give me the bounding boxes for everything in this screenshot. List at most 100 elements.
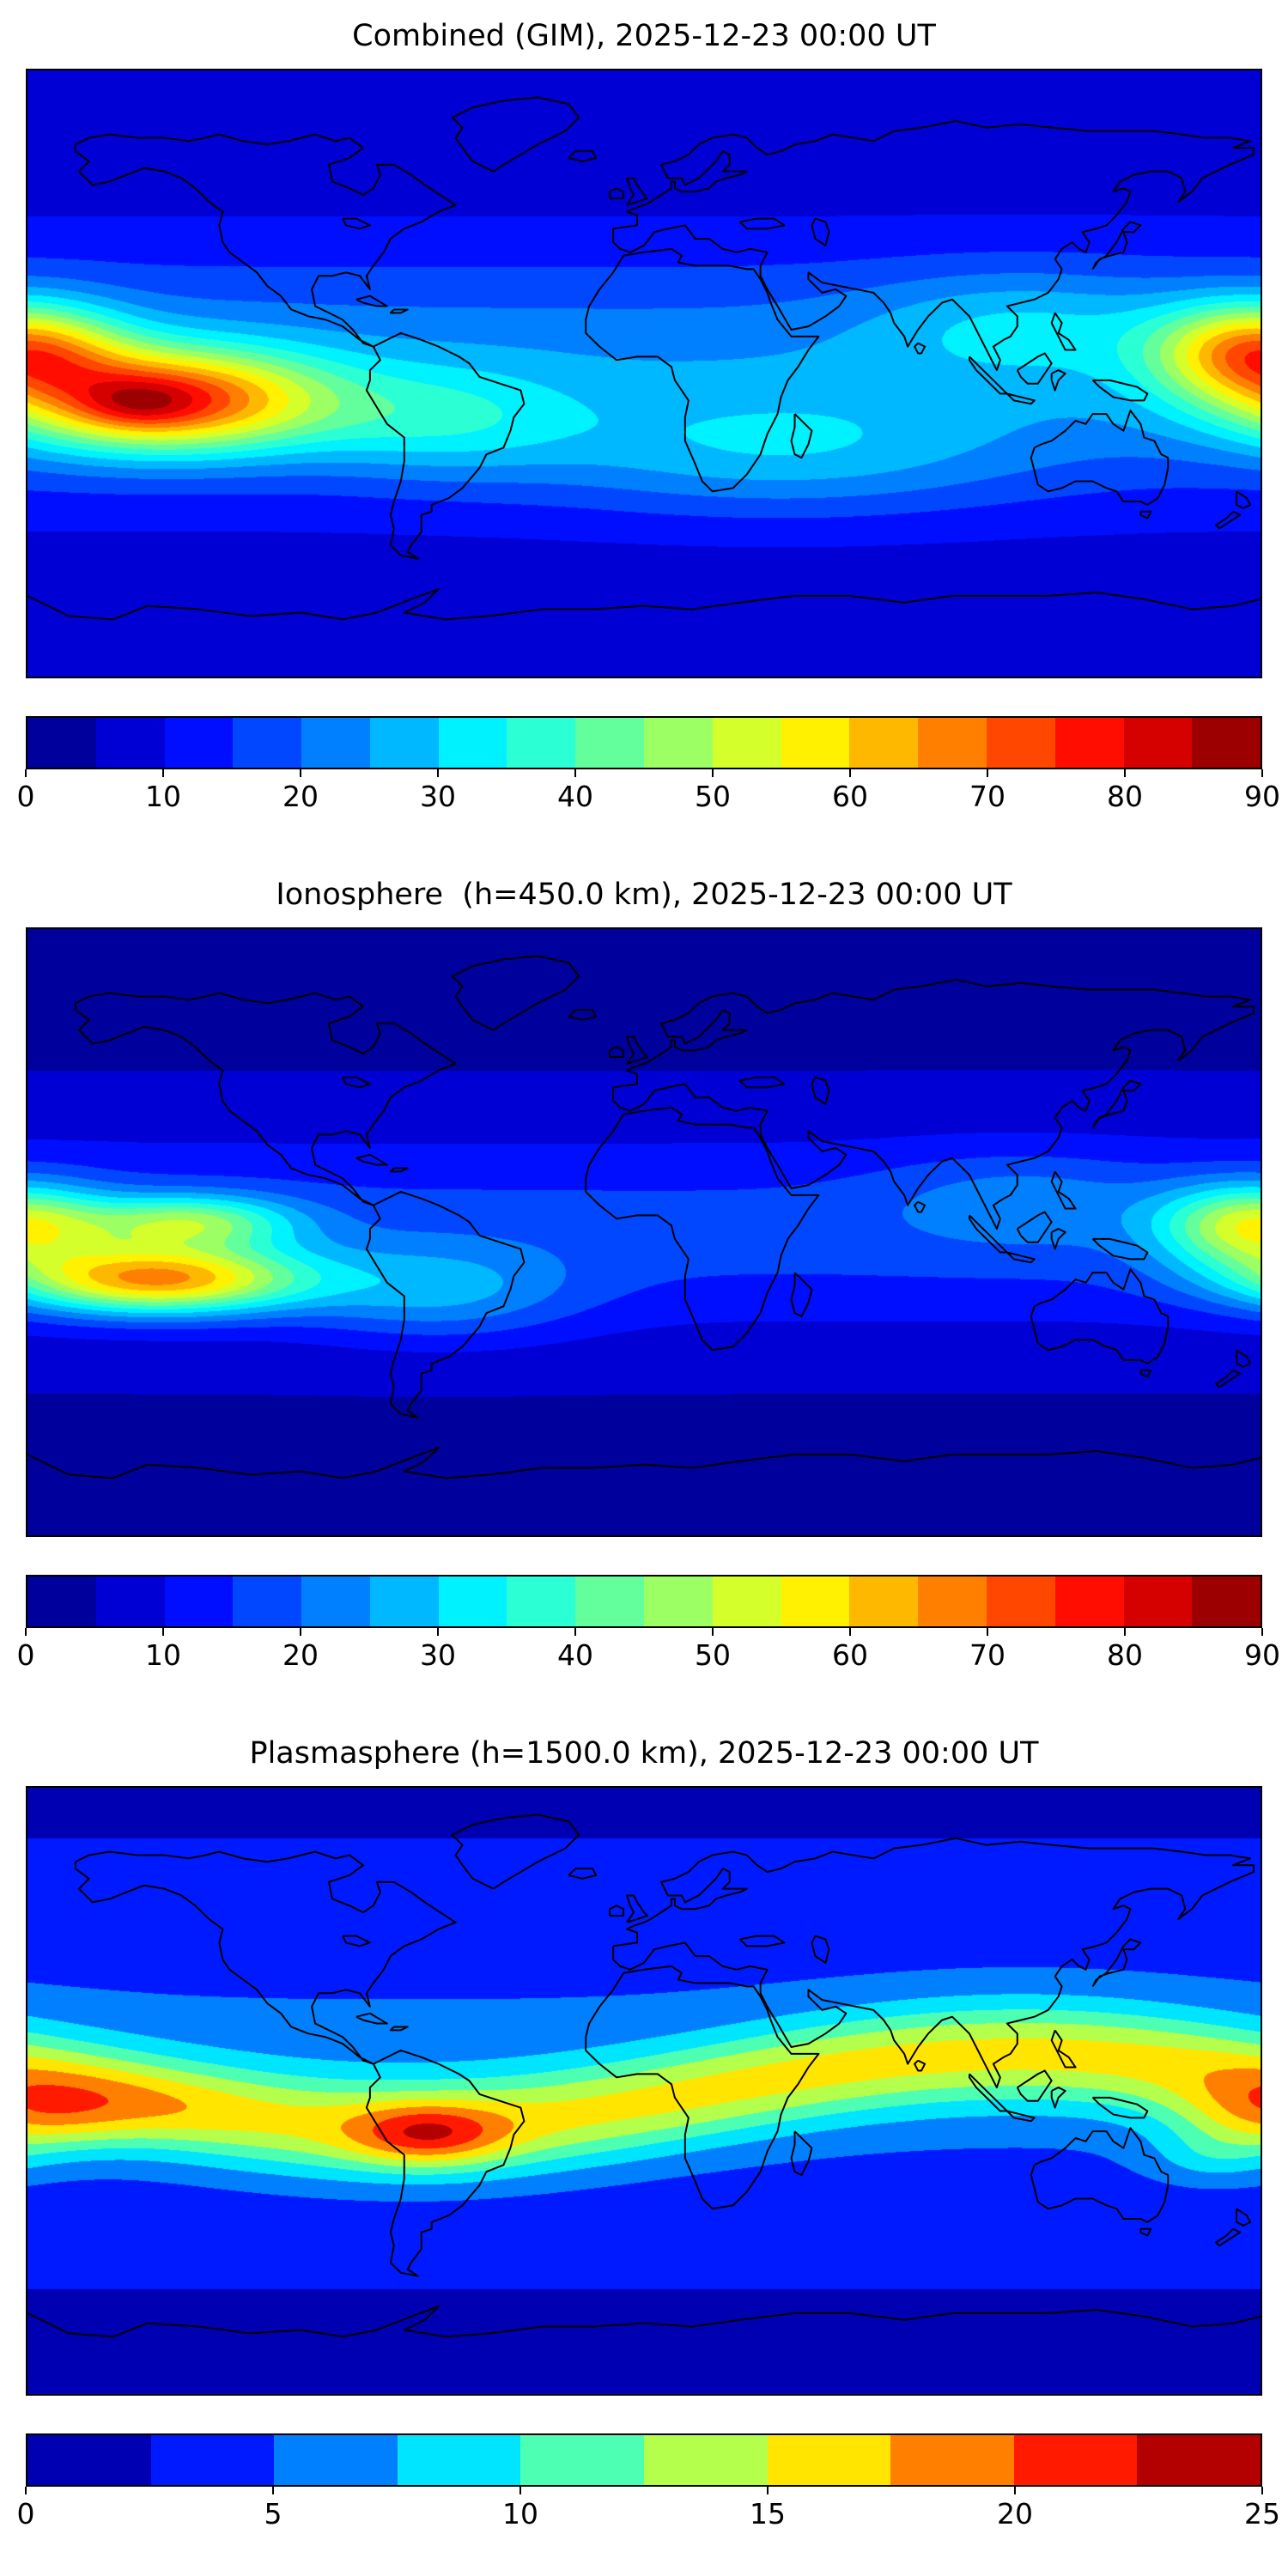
world-map bbox=[26, 927, 1262, 1537]
colorbar-tick-label: 15 bbox=[750, 2497, 786, 2530]
colorbar-segment bbox=[1192, 718, 1261, 768]
colorbar-tick-mark bbox=[437, 1628, 439, 1636]
colorbar-tick-mark bbox=[987, 1628, 988, 1636]
coastline-overlay bbox=[27, 1788, 1261, 2394]
colorbar bbox=[26, 2433, 1262, 2487]
colorbar-tick-mark bbox=[25, 769, 27, 777]
colorbar-ticks: 0 5 10 15 20 25 bbox=[17, 2487, 1280, 2533]
colorbar-segment bbox=[767, 2435, 891, 2485]
colorbar-segment bbox=[369, 1577, 439, 1626]
colorbar-segment bbox=[301, 1577, 370, 1626]
colorbar-segment bbox=[27, 718, 96, 768]
colorbar-tick-mark bbox=[519, 2487, 521, 2494]
colorbar-tick-label: 30 bbox=[420, 780, 456, 813]
coastline-path bbox=[27, 1814, 1261, 2336]
coastline-path bbox=[27, 97, 1261, 619]
colorbar-tick-label: 70 bbox=[969, 780, 1005, 813]
world-map bbox=[26, 1786, 1262, 2396]
world-map bbox=[26, 69, 1262, 678]
colorbar-segment bbox=[27, 1577, 96, 1626]
colorbar-tick-label: 20 bbox=[997, 2497, 1033, 2530]
colorbar-segment bbox=[986, 718, 1055, 768]
colorbar-tick-mark bbox=[161, 769, 164, 777]
colorbar-segment bbox=[781, 1577, 850, 1626]
colorbar-segment bbox=[1192, 1577, 1261, 1626]
coastline-path bbox=[27, 956, 1261, 1478]
colorbar-tick-label: 25 bbox=[1244, 2497, 1280, 2530]
colorbar-segment bbox=[164, 718, 234, 768]
colorbar-tick-mark bbox=[1123, 769, 1126, 777]
panel-title: Plasmasphere (h=1500.0 km), 2025-12-23 0… bbox=[249, 1736, 1039, 1771]
colorbar-segment bbox=[369, 718, 439, 768]
colorbar-segment bbox=[507, 718, 576, 768]
colorbar-segment bbox=[575, 1577, 645, 1626]
colorbar-segment bbox=[575, 718, 645, 768]
colorbar-tick-mark bbox=[987, 769, 988, 777]
colorbar-segment bbox=[164, 1577, 234, 1626]
panel-combined-gim: Combined (GIM), 2025-12-23 00:00 UT 0 10 2… bbox=[0, 0, 1288, 859]
colorbar-segment bbox=[274, 2435, 398, 2485]
colorbar-segment bbox=[644, 718, 713, 768]
colorbar-tick-mark bbox=[1261, 1628, 1263, 1636]
colorbar-tick-mark bbox=[1014, 2487, 1016, 2494]
colorbar-segment bbox=[1054, 1577, 1124, 1626]
colorbar-segment bbox=[643, 2435, 768, 2485]
colorbar-tick-label: 20 bbox=[282, 1638, 319, 1672]
colorbar-segment bbox=[986, 1577, 1055, 1626]
colorbar-segment bbox=[1013, 2435, 1138, 2485]
colorbar-tick-mark bbox=[849, 1628, 851, 1636]
colorbar-tick-mark bbox=[767, 2487, 769, 2494]
colorbar-tick-label: 0 bbox=[16, 780, 35, 813]
coastline-overlay bbox=[27, 70, 1261, 677]
colorbar-tick-mark bbox=[849, 769, 851, 777]
tec-heatmap-canvas bbox=[27, 70, 1261, 677]
colorbar-segment bbox=[890, 2435, 1014, 2485]
colorbar-tick-mark bbox=[712, 769, 714, 777]
colorbar-tick-label: 80 bbox=[1106, 780, 1143, 813]
colorbar-tick-label: 30 bbox=[420, 1638, 456, 1672]
colorbar-tick-label: 10 bbox=[144, 1638, 181, 1672]
coastline-overlay bbox=[27, 929, 1261, 1535]
colorbar-tick-mark bbox=[1123, 1628, 1126, 1636]
panel-title: Ionosphere (h=450.0 km), 2025-12-23 00:0… bbox=[276, 878, 1012, 912]
colorbar-segment bbox=[849, 718, 919, 768]
colorbar-segment bbox=[1137, 2435, 1261, 2485]
colorbar-tick-mark bbox=[25, 2487, 27, 2494]
colorbar-tick-mark bbox=[437, 769, 439, 777]
colorbar-tick-mark bbox=[161, 1628, 164, 1636]
colorbar-tick-label: 90 bbox=[1244, 1638, 1280, 1672]
panel-plasmasphere: Plasmasphere (h=1500.0 km), 2025-12-23 0… bbox=[0, 1717, 1288, 2576]
colorbar-tick-mark bbox=[1261, 769, 1263, 777]
colorbar-segment bbox=[150, 2435, 275, 2485]
colorbar-segment bbox=[918, 718, 987, 768]
colorbar-ticks: 0 10 20 30 40 50 60 70 80 90 bbox=[17, 769, 1280, 816]
colorbar-area: 0 10 20 30 40 50 60 70 80 90 bbox=[17, 1575, 1280, 1674]
colorbar-tick-mark bbox=[299, 769, 301, 777]
colorbar-segment bbox=[438, 1577, 507, 1626]
colorbar-tick-label: 40 bbox=[556, 1638, 593, 1672]
colorbar-area: 0 5 10 15 20 25 bbox=[17, 2433, 1280, 2533]
colorbar-tick-label: 5 bbox=[264, 2497, 283, 2530]
colorbar-segment bbox=[95, 718, 165, 768]
colorbar-segment bbox=[1054, 718, 1124, 768]
colorbar-segment bbox=[918, 1577, 987, 1626]
colorbar-tick-mark bbox=[712, 1628, 714, 1636]
colorbar-segment bbox=[507, 1577, 576, 1626]
colorbar-tick-label: 50 bbox=[695, 780, 731, 813]
colorbar-tick-label: 20 bbox=[282, 780, 319, 813]
colorbar-segment bbox=[520, 2435, 644, 2485]
colorbar-tick-label: 0 bbox=[16, 2497, 35, 2530]
colorbar-segment bbox=[397, 2435, 521, 2485]
colorbar-tick-mark bbox=[299, 1628, 301, 1636]
tec-heatmap-canvas bbox=[27, 1788, 1261, 2394]
colorbar-tick-mark bbox=[574, 769, 576, 777]
colorbar-segment bbox=[781, 718, 850, 768]
colorbar-tick-label: 0 bbox=[16, 1638, 35, 1672]
colorbar-tick-mark bbox=[272, 2487, 274, 2494]
colorbar-ticks: 0 10 20 30 40 50 60 70 80 90 bbox=[17, 1628, 1280, 1674]
colorbar-tick-label: 40 bbox=[556, 780, 593, 813]
colorbar-tick-mark bbox=[574, 1628, 576, 1636]
tec-heatmap-canvas bbox=[27, 929, 1261, 1535]
colorbar-segment bbox=[712, 718, 781, 768]
